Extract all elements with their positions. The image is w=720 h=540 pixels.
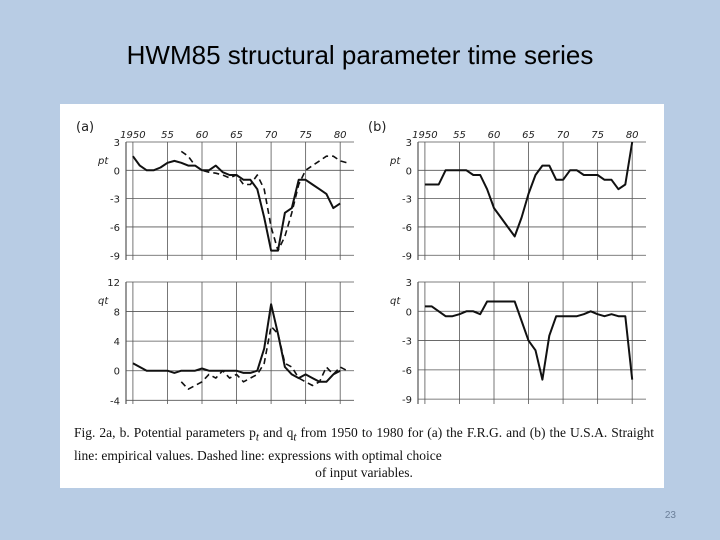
figure-caption: Fig. 2a, b. Potential parameters pt and …: [74, 424, 654, 481]
chart-1-y-tick-label: -9: [402, 251, 412, 262]
chart-0-y-tick-label: 0: [114, 166, 120, 177]
chart-0-x-tick-label: 1950: [120, 130, 145, 141]
chart-1-y-tick-label: 3: [406, 138, 412, 149]
chart-0-x-tick-label: 70: [265, 130, 278, 141]
chart-0-y-tick-label: -9: [110, 251, 120, 262]
chart-1-x-tick-label: 75: [591, 130, 604, 141]
caption-part-2: and q: [258, 425, 294, 440]
chart-2-ylabel: qt: [98, 296, 109, 307]
chart-0-series-dashed-line: [180, 150, 348, 252]
chart-2-series-solid-line: [132, 303, 341, 383]
chart-0-x-tick-label: 60: [196, 130, 209, 141]
caption-sub-1: t: [255, 431, 259, 444]
chart-1-y-tick-label: -6: [402, 223, 412, 234]
chart-3-y-tick-label: -9: [402, 395, 412, 406]
caption-part-1: Fig. 2a, b. Potential parameters p: [74, 425, 256, 440]
figure-panel: (a) (b) 3 0 -3 -6 -9 1950 55 60 65 70 75 80 pt 3 0 -3 -6…: [60, 104, 664, 488]
chart-2-series-dashed-line: [180, 325, 348, 391]
chart-1-series-solid-line: [424, 141, 634, 238]
page-number: 23: [664, 510, 676, 521]
chart-1-x-tick-label: 65: [522, 130, 535, 141]
chart-0-y-tick-label: 3: [114, 138, 120, 149]
chart-0-y-tick-label: -3: [110, 195, 120, 206]
chart-3-series-solid-line: [424, 300, 634, 381]
chart-2-y-tick-label: 4: [114, 337, 120, 348]
chart-2-y-tick-label: -4: [110, 396, 120, 407]
caption-last-line: of input variables.: [315, 464, 413, 480]
slide-title: HWM85 structural parameter time series: [126, 40, 594, 70]
chart-2-y-tick-label: 0: [114, 367, 120, 378]
chart-1-x-tick-label: 80: [626, 130, 639, 141]
chart-1-x-tick-label: 55: [453, 130, 466, 141]
panel-label-a: (a): [76, 120, 94, 135]
chart-0-x-tick-label: 75: [299, 130, 312, 141]
chart-1-x-tick-label: 60: [488, 130, 501, 141]
chart-2-y-tick-label: 12: [107, 278, 120, 289]
chart-1-ylabel: pt: [389, 156, 401, 167]
chart-3-y-tick-label: -3: [402, 337, 412, 348]
chart-3-y-tick-label: 0: [406, 307, 412, 318]
chart-0-x-tick-label: 65: [230, 130, 243, 141]
chart-1-x-tick-label: 70: [557, 130, 570, 141]
chart-0-y-tick-label: -6: [110, 223, 120, 234]
chart-3-ylabel: qt: [390, 296, 401, 307]
chart-0-ylabel: pt: [97, 156, 109, 167]
panel-label-b: (b): [368, 120, 386, 135]
caption-sub-2: t: [293, 431, 297, 444]
chart-0-x-tick-label: 55: [161, 130, 174, 141]
chart-0-x-tick-label: 80: [334, 130, 347, 141]
chart-1-x-tick-label: 1950: [412, 130, 437, 141]
chart-1-y-tick-label: 0: [406, 166, 412, 177]
caption-part-3: from 1950 to 1980 for (a) the F.R.G. and…: [74, 425, 654, 463]
chart-3-y-tick-label: 3: [406, 278, 412, 289]
chart-1-y-tick-label: -3: [402, 195, 412, 206]
chart-3-y-tick-label: -6: [402, 366, 412, 377]
chart-2-y-tick-label: 8: [114, 308, 120, 319]
